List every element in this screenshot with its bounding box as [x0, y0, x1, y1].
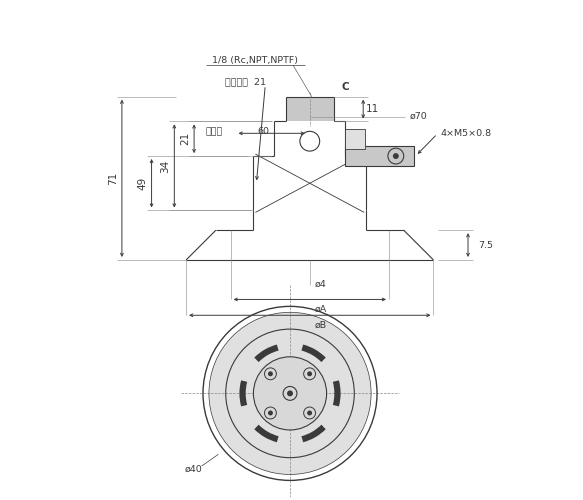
Circle shape	[268, 410, 273, 416]
Text: 4×M5×0.8: 4×M5×0.8	[440, 130, 491, 138]
Text: øA: øA	[315, 305, 327, 314]
Text: 49: 49	[138, 176, 147, 190]
Circle shape	[393, 153, 399, 159]
Text: 1/8 (Rc,NPT,NPTF): 1/8 (Rc,NPT,NPTF)	[212, 56, 298, 64]
Text: 21: 21	[180, 132, 190, 145]
Text: 60: 60	[257, 127, 269, 136]
Bar	[345, 146, 413, 166]
Bar	[345, 130, 365, 149]
Text: 六角対辺  21: 六角対辺 21	[225, 78, 266, 86]
Bar	[286, 96, 333, 122]
Circle shape	[287, 390, 293, 396]
Text: 二面幅: 二面幅	[206, 127, 223, 136]
Circle shape	[254, 357, 326, 430]
Circle shape	[307, 410, 312, 416]
Circle shape	[209, 312, 371, 474]
Circle shape	[307, 372, 312, 376]
Text: 34: 34	[160, 160, 170, 172]
Text: ø4: ø4	[315, 280, 326, 289]
Text: ø40: ø40	[185, 464, 202, 473]
Text: C: C	[342, 82, 349, 92]
Text: øB: øB	[315, 320, 327, 330]
Text: ø70: ø70	[410, 112, 427, 121]
Circle shape	[268, 372, 273, 376]
Text: 7.5: 7.5	[478, 240, 493, 250]
Text: 11: 11	[366, 104, 379, 114]
Text: 71: 71	[108, 172, 118, 185]
